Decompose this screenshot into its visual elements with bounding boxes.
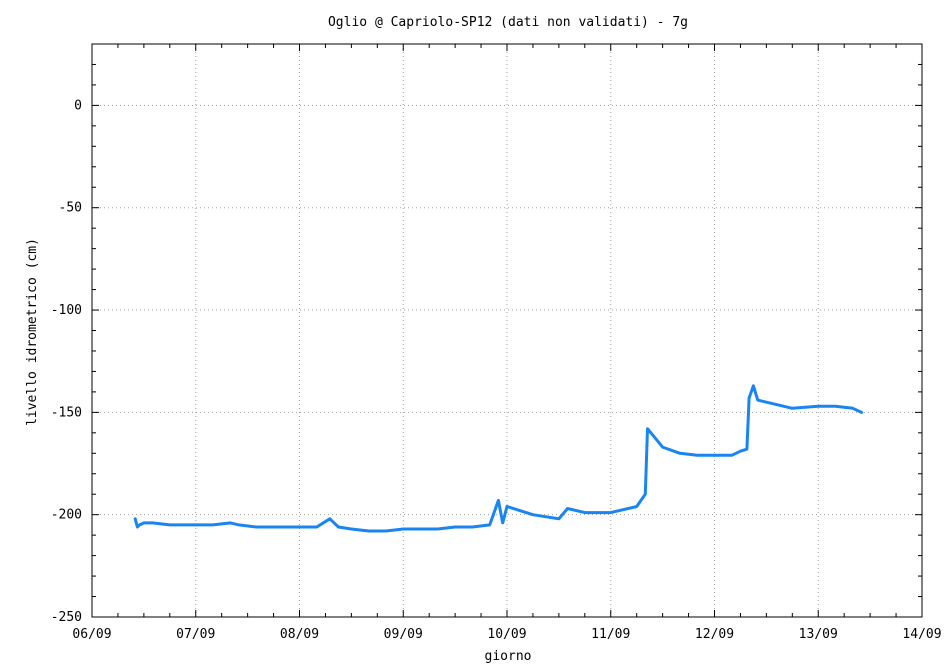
x-tick-label: 13/09 <box>799 627 838 642</box>
plot-frame <box>91 43 923 618</box>
x-tick-label: 10/09 <box>487 627 526 642</box>
y-tick-label: -250 <box>51 610 82 625</box>
series-line-0 <box>133 384 863 533</box>
x-axis-label: giorno <box>485 649 532 664</box>
y-tick-label: -200 <box>51 508 82 523</box>
gridlines <box>92 44 922 617</box>
x-tick-label: 07/09 <box>176 627 215 642</box>
chart-title: Oglio @ Capriolo-SP12 (dati non validati… <box>328 15 688 30</box>
x-tick-label: 06/09 <box>72 627 111 642</box>
series-layer <box>133 384 863 533</box>
x-tick-label: 14/09 <box>902 627 941 642</box>
y-tick-label: -50 <box>59 201 82 216</box>
y-tick-label: 0 <box>74 98 82 113</box>
x-tick-label: 08/09 <box>280 627 319 642</box>
y-tick-label: -100 <box>51 303 82 318</box>
x-tick-label: 09/09 <box>384 627 423 642</box>
tick-labels: 0 -50 -100 -150 -200 -250 06/09 07/09 08/09 09/09… <box>51 98 942 642</box>
ticks <box>91 44 923 618</box>
y-axis-label: livello idrometrico (cm) <box>25 238 40 426</box>
y-tick-label: -150 <box>51 405 82 420</box>
x-tick-label: 12/09 <box>695 627 734 642</box>
x-tick-label: 11/09 <box>591 627 630 642</box>
